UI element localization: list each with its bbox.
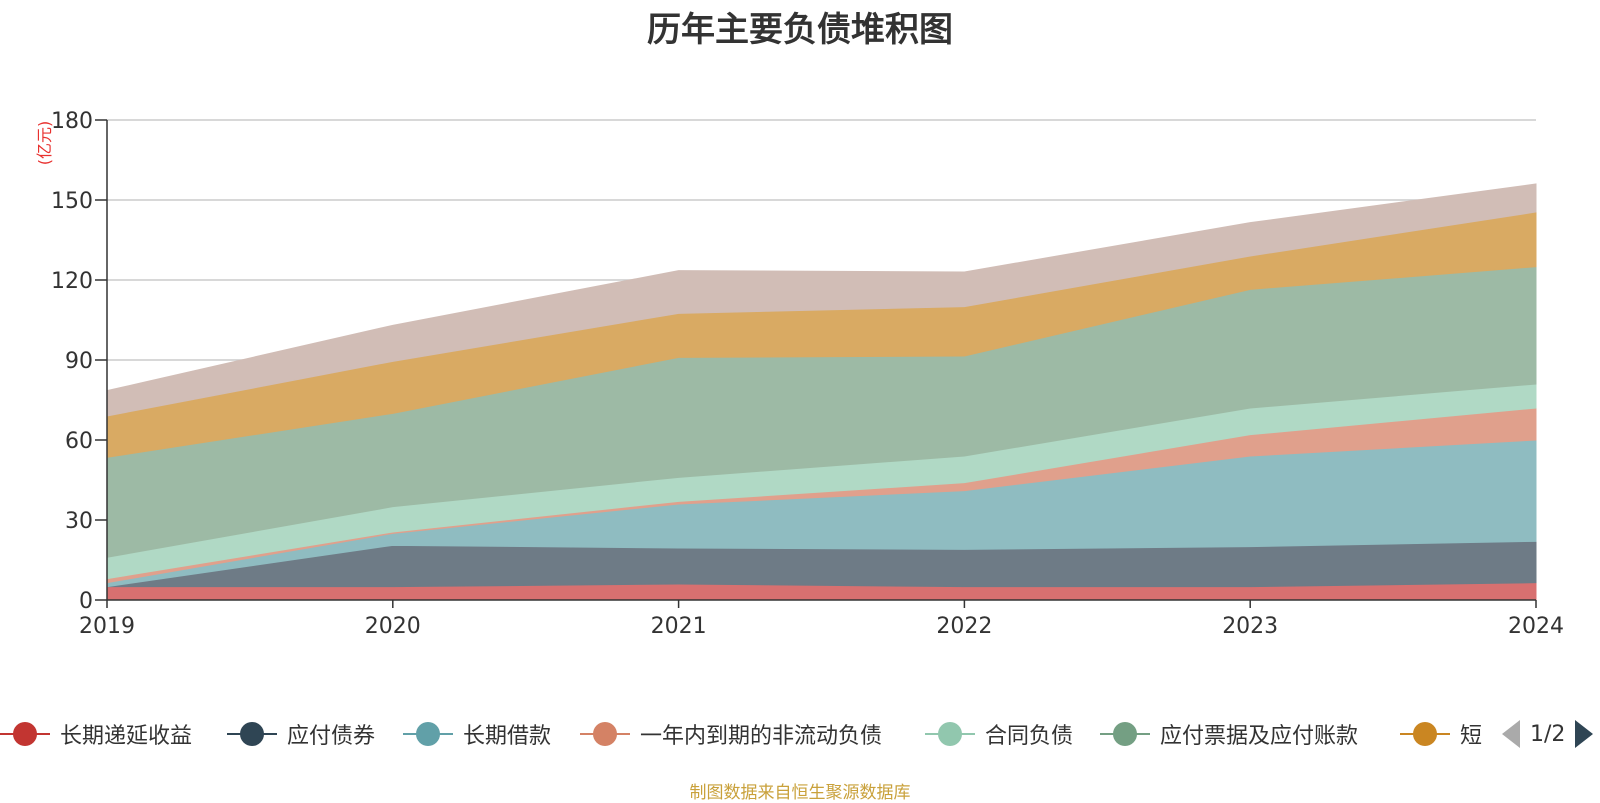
legend-marker-icon bbox=[925, 720, 975, 748]
legend-page-indicator: 1/2 bbox=[1530, 721, 1566, 747]
legend-item[interactable]: 合同负债 bbox=[925, 714, 1073, 754]
y-tick-label: 180 bbox=[51, 109, 93, 134]
area-series bbox=[106, 183, 1537, 601]
legend-item[interactable]: 长期递延收益 bbox=[0, 714, 192, 754]
legend-label: 短 bbox=[1460, 724, 1483, 749]
area-series-7[interactable] bbox=[106, 183, 1537, 417]
legend-marker-icon bbox=[227, 720, 277, 748]
x-tick-label: 2019 bbox=[79, 614, 135, 639]
y-tick-label: 60 bbox=[65, 429, 93, 454]
x-tick-label: 2021 bbox=[651, 614, 707, 639]
y-tick-label: 90 bbox=[65, 349, 93, 374]
y-axis-unit: (亿元) bbox=[35, 121, 54, 166]
legend-item[interactable]: 短 bbox=[1400, 714, 1482, 754]
y-tick-label: 30 bbox=[65, 509, 93, 534]
legend-item[interactable]: 一年内到期的非流动负债 bbox=[580, 714, 882, 754]
x-tick-label: 2024 bbox=[1508, 614, 1564, 639]
x-tick-label: 2020 bbox=[365, 614, 421, 639]
legend-marker-icon bbox=[1100, 720, 1150, 748]
legend-label: 合同负债 bbox=[985, 724, 1074, 749]
legend-label: 一年内到期的非流动负债 bbox=[640, 724, 883, 749]
chart-title: 历年主要负债堆积图 bbox=[647, 10, 953, 50]
x-tick-label: 2022 bbox=[936, 614, 992, 639]
y-tick-label: 150 bbox=[51, 189, 93, 214]
legend-item[interactable]: 应付票据及应付账款 bbox=[1100, 714, 1358, 754]
legend-item[interactable]: 应付债券 bbox=[227, 714, 375, 754]
legend-pager: 1/2 bbox=[1500, 714, 1600, 754]
axes: 0 30 60 90 120 150 180 2019 2020 2021 2022 2023 2024 bbox=[51, 109, 1564, 639]
legend-label: 应付票据及应付账款 bbox=[1160, 724, 1359, 749]
y-tick-label: 0 bbox=[79, 589, 93, 614]
legend-marker-icon bbox=[403, 720, 453, 748]
legend-marker-icon bbox=[1400, 720, 1450, 748]
legend-prev-page-icon[interactable] bbox=[1502, 720, 1520, 748]
chart-plot: 0 30 60 90 120 150 180 2019 2020 2021 2022 2023 2024… bbox=[35, 109, 1564, 639]
legend-label: 应付债券 bbox=[287, 724, 376, 749]
data-source-note: 制图数据来自恒生聚源数据库 bbox=[689, 783, 911, 803]
legend-item[interactable]: 长期借款 bbox=[403, 714, 551, 754]
y-tick-label: 120 bbox=[51, 269, 93, 294]
legend-next-page-icon[interactable] bbox=[1575, 720, 1594, 748]
legend-label: 长期借款 bbox=[463, 724, 552, 749]
legend: 长期递延收益 应付债券 长期借款 一年内到期的非流动负债 合同负债 应付票据及应付账款 短 bbox=[0, 714, 1500, 754]
x-tick-label: 2023 bbox=[1222, 614, 1278, 639]
legend-marker-icon bbox=[0, 720, 50, 748]
legend-label: 长期递延收益 bbox=[60, 724, 193, 749]
legend-marker-icon bbox=[580, 720, 630, 748]
